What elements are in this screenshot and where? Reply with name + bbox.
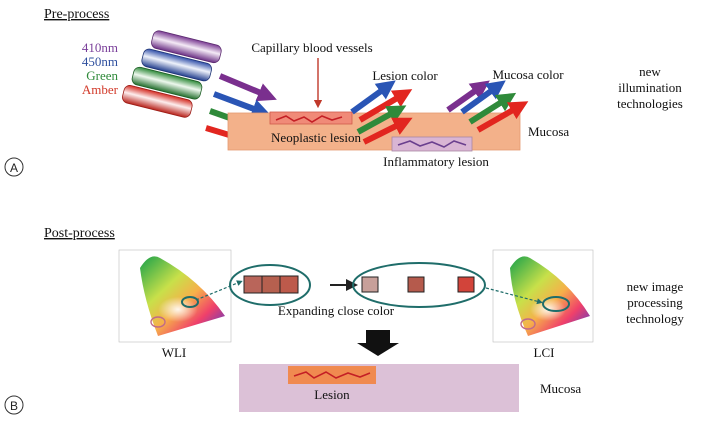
wli-chromaticity-chart: WLI [118, 249, 232, 360]
swatch-before-2 [261, 275, 281, 294]
wavelength-label-green: Green [86, 68, 118, 83]
pre-process-heading: Pre-process [44, 7, 109, 22]
incoming-arrow-blue [212, 91, 271, 118]
lci-connector-arrow [485, 287, 543, 305]
tube-450nm [141, 48, 212, 82]
close-colors-oval [229, 264, 311, 306]
mucosa-arrow-blue [460, 80, 506, 115]
wavelength-label-amber: Amber [82, 82, 119, 97]
capillary-vessel-b [293, 371, 371, 379]
lci-chromaticity-chart: LCI [492, 249, 594, 360]
wavelength-label-410nm: 410nm [82, 40, 118, 55]
swatch-after-3 [457, 276, 475, 293]
inflammatory-lesion-label: Inflammatory lesion [383, 154, 489, 169]
tube-amber [122, 85, 193, 118]
capillary-vessel-inflammatory [397, 140, 467, 148]
lesion-arrow-red-2 [362, 117, 413, 145]
incoming-arrow-violet [218, 73, 277, 102]
swatch-before-1 [243, 275, 263, 294]
capillary-label: Capillary blood vessels [251, 40, 372, 55]
panel-a-badge [4, 157, 24, 177]
wli-connector-arrow [195, 280, 243, 301]
side-note-b-line1: new image [627, 279, 684, 294]
tube-410nm [151, 30, 222, 64]
lesion-arrow-red [358, 89, 413, 123]
mucosa-bar-b [239, 364, 519, 412]
panel-a-label: A [10, 161, 18, 175]
light-tubes [122, 30, 222, 118]
lesion-color-label: Lesion color [372, 68, 438, 83]
mucosa-label-b: Mucosa [540, 381, 581, 396]
swatch-after-2 [407, 276, 425, 293]
wli-label: WLI [162, 345, 187, 360]
expanding-close-color-label: Expanding close color [278, 303, 395, 318]
mucosa-arrow-green [468, 92, 517, 125]
lci-lesion-ellipse [542, 296, 570, 312]
expanded-colors-oval [352, 262, 486, 308]
inflammatory-lesion-patch [391, 136, 473, 152]
capillary-vessel-neoplastic [275, 115, 343, 123]
lesion-arrow-blue [350, 80, 396, 115]
side-note-b-line2: processing [627, 295, 683, 310]
mucosa-arrow-red [476, 101, 529, 133]
process-down-arrow [357, 330, 399, 356]
panel-a: Pre-process 410nm 450nm Green Amber Capi… [4, 7, 683, 177]
wavelength-label-450nm: 450nm [82, 54, 118, 69]
side-note-a-line1: new [639, 64, 661, 79]
neoplastic-lesion-label: Neoplastic lesion [271, 130, 361, 145]
wli-mucosa-ellipse [150, 316, 166, 328]
side-note-a-line3: technologies [617, 96, 683, 111]
lesion-label-b: Lesion [314, 387, 350, 402]
wli-lesion-ellipse [181, 296, 199, 308]
mucosa-color-label: Mucosa color [492, 67, 564, 82]
lci-label: LCI [534, 345, 555, 360]
post-process-heading: Post-process [44, 226, 115, 241]
side-note-b-line3: technology [626, 311, 684, 326]
mucosa-label-a: Mucosa [528, 124, 569, 139]
tube-green [131, 66, 203, 100]
mucosa-arrow-violet [446, 80, 490, 113]
panel-b: Post-process WLI LCI [4, 226, 684, 415]
lesion-arrow-green [356, 105, 407, 135]
side-note-a-line2: illumination [618, 80, 682, 95]
swatch-after-1 [361, 276, 379, 293]
panel-b-label: B [10, 399, 18, 413]
swatch-before-3 [279, 275, 299, 294]
panel-b-badge [4, 395, 24, 415]
neoplastic-lesion-patch [269, 111, 353, 125]
lci-mucosa-ellipse [520, 318, 536, 330]
